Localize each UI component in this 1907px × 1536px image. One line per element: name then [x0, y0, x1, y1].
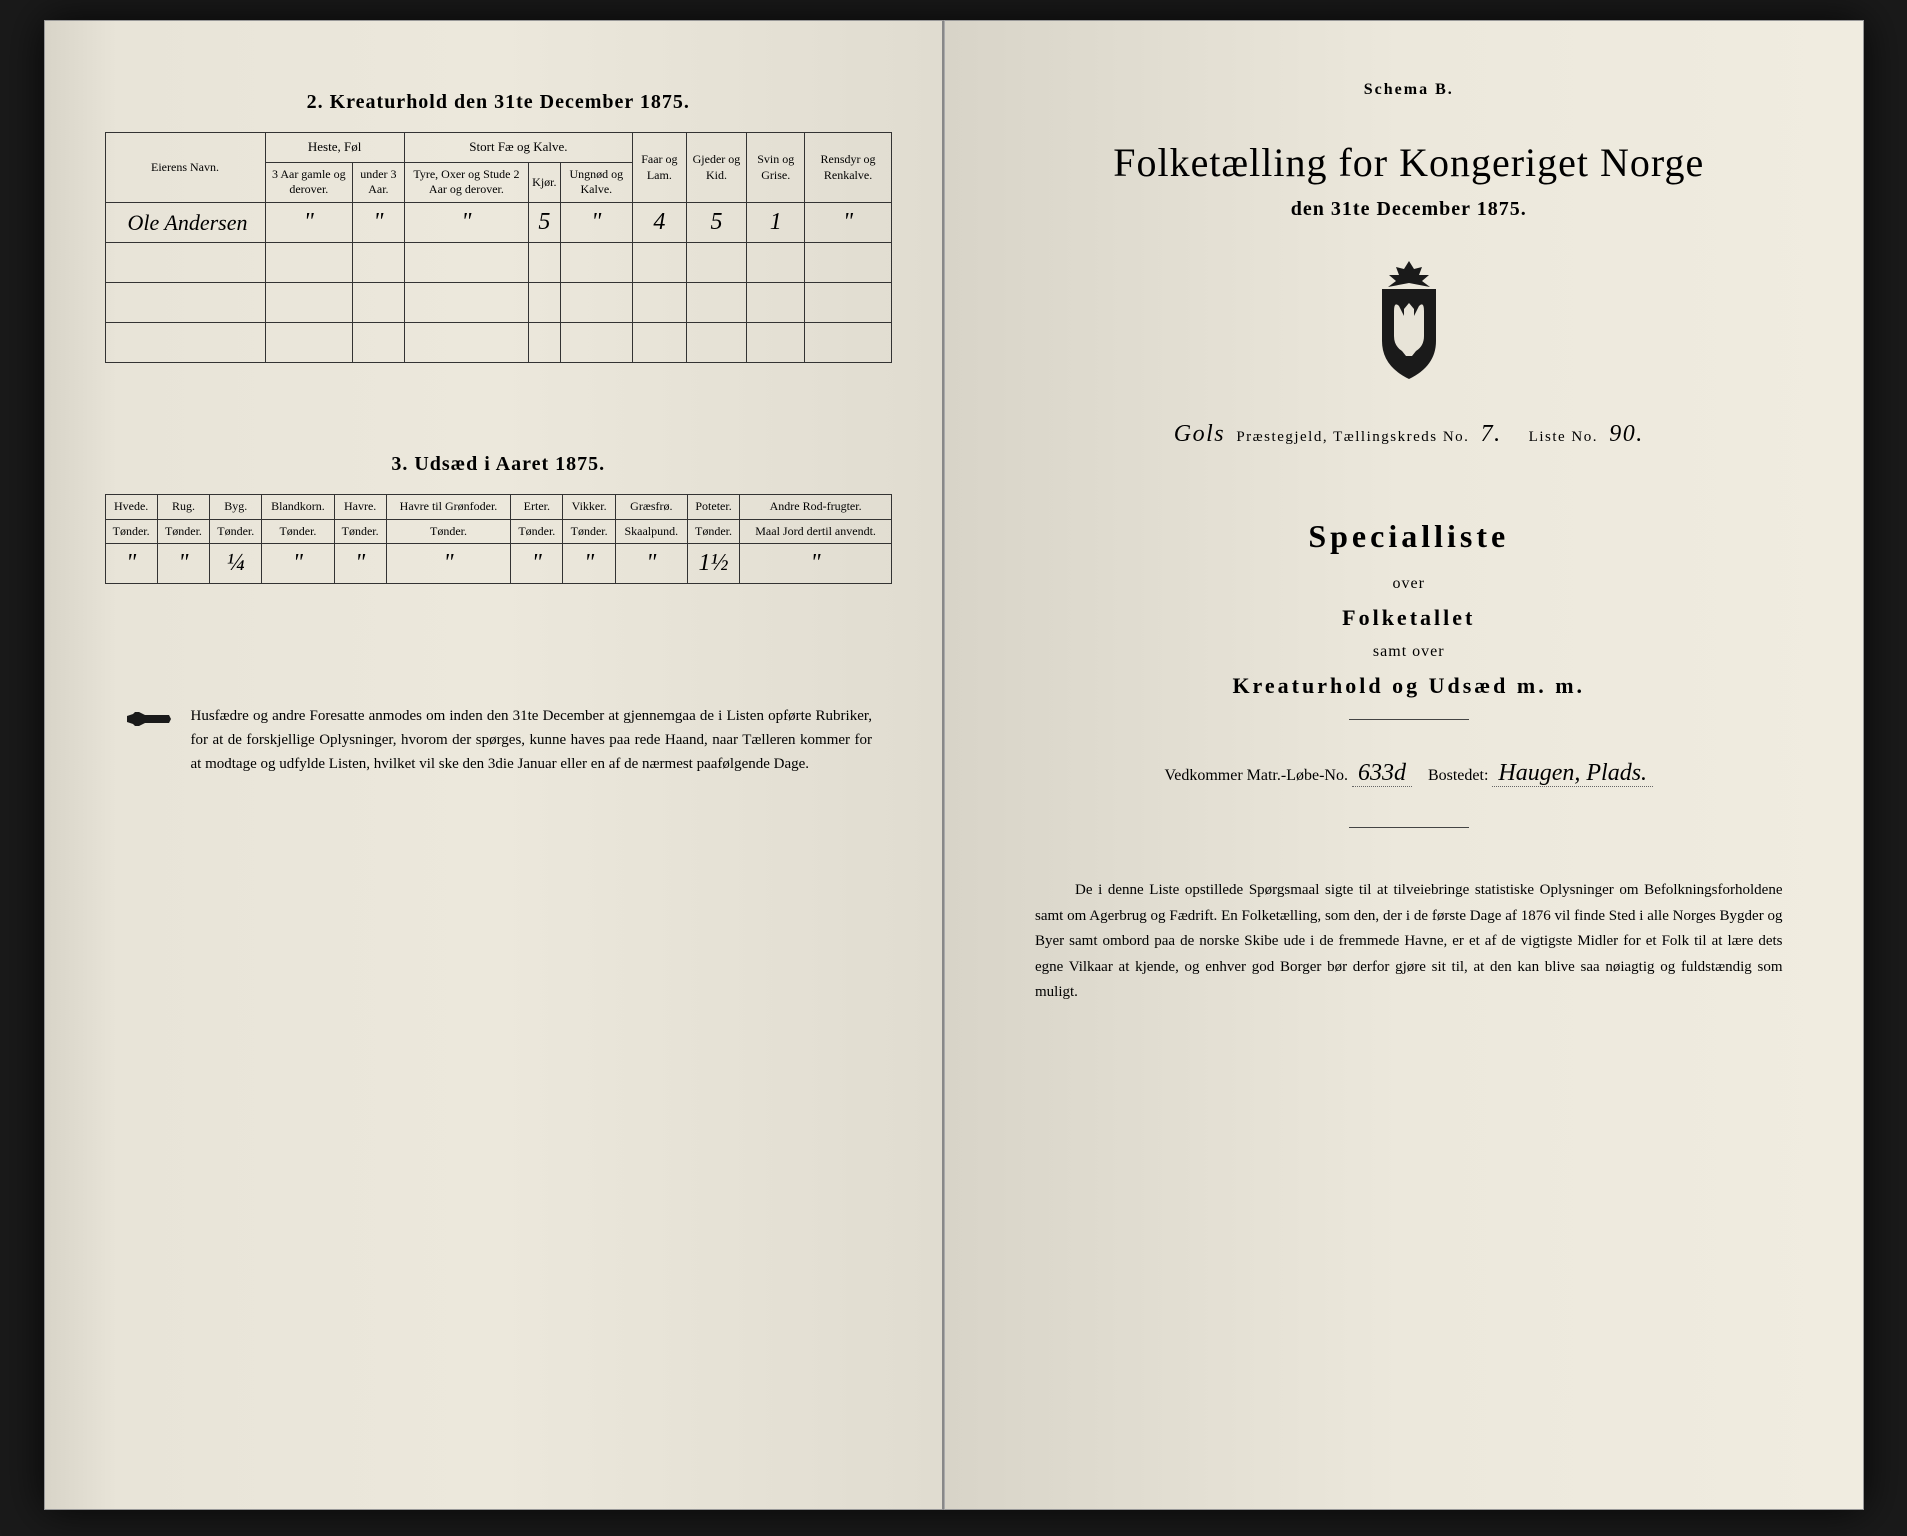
cell: ": [511, 544, 563, 584]
empty-row: [105, 283, 892, 323]
empty-row: [105, 243, 892, 283]
th-sub: Tønder.: [157, 519, 209, 544]
th-sub: Tønder.: [687, 519, 739, 544]
cell: ": [615, 544, 687, 584]
owner-name: Ole Andersen: [105, 203, 265, 243]
th-vikker: Vikker.: [563, 495, 615, 520]
cell: ": [105, 544, 157, 584]
subtitle: den 31te December 1875.: [1015, 198, 1803, 221]
label: Præstegjeld, Tællingskreds No.: [1236, 429, 1469, 445]
cell: ": [265, 203, 353, 243]
cell: ": [157, 544, 209, 584]
cell: ": [262, 544, 334, 584]
th-heste: Heste, Føl: [265, 133, 404, 163]
section3-title: 3. Udsæd i Aaret 1875.: [105, 453, 893, 476]
cell: ¼: [210, 544, 262, 584]
praestegjeld-value: Gols: [1168, 421, 1231, 447]
bottom-paragraph: De i denne Liste opstillede Spørgsmaal s…: [1015, 878, 1803, 1006]
empty-row: [105, 323, 892, 363]
cell: ": [353, 203, 405, 243]
pointing-hand-icon: [125, 708, 171, 730]
section2-title: 2. Kreaturhold den 31te December 1875.: [105, 91, 893, 114]
cell: 1½: [687, 544, 739, 584]
th-bland: Blandkorn.: [262, 495, 334, 520]
bosted-value: Haugen, Plads.: [1492, 760, 1653, 787]
cell: 4: [633, 203, 686, 243]
cell: 5: [529, 203, 560, 243]
th-sub: Tønder.: [334, 519, 386, 544]
th-sub: Tønder.: [105, 519, 157, 544]
th-stort-b: Kjør.: [529, 162, 560, 202]
cell: ": [740, 544, 892, 584]
th-sub: Tønder.: [511, 519, 563, 544]
th-gjeder: Gjeder og Kid.: [686, 133, 747, 203]
footnote: Husfædre og andre Foresatte anmodes om i…: [105, 704, 893, 776]
label: Liste No.: [1529, 429, 1598, 445]
footnote-text: Husfædre og andre Foresatte anmodes om i…: [191, 704, 873, 776]
th-stort-a: Tyre, Oxer og Stude 2 Aar og derover.: [404, 162, 529, 202]
th-sub: Tønder.: [210, 519, 262, 544]
th-andre: Andre Rod-frugter.: [740, 495, 892, 520]
main-title: Folketælling for Kongeriget Norge: [1015, 139, 1803, 186]
district-line: Gols Præstegjeld, Tællingskreds No. 7. L…: [1015, 421, 1803, 448]
coat-of-arms-icon: [1364, 261, 1454, 381]
cell: ": [404, 203, 529, 243]
th-sub: Tønder.: [262, 519, 334, 544]
th-faar: Faar og Lam.: [633, 133, 686, 203]
th-havre: Havre.: [334, 495, 386, 520]
th-sub: Skaalpund.: [615, 519, 687, 544]
th-sub: Tønder.: [386, 519, 510, 544]
kreatur-label: Kreaturhold og Udsæd m. m.: [1015, 673, 1803, 699]
th-svin: Svin og Grise.: [747, 133, 805, 203]
cell: ": [560, 203, 633, 243]
cell: 1: [747, 203, 805, 243]
folketallet-label: Folketallet: [1015, 605, 1803, 631]
cell: 5: [686, 203, 747, 243]
livestock-row: Ole Andersen " " " 5 " 4 5 1 ": [105, 203, 892, 243]
th-sub: Tønder.: [563, 519, 615, 544]
cell: ": [334, 544, 386, 584]
census-book: 2. Kreaturhold den 31te December 1875. E…: [44, 20, 1864, 1510]
th-graes: Græsfrø.: [615, 495, 687, 520]
samt-label: samt over: [1015, 643, 1803, 661]
vedkommer-line: Vedkommer Matr.-Løbe-No. 633d Bostedet: …: [1015, 760, 1803, 787]
label: Bostedet:: [1428, 767, 1488, 784]
divider: [1349, 827, 1469, 828]
th-poteter: Poteter.: [687, 495, 739, 520]
th-stort-c: Ungnød og Kalve.: [560, 162, 633, 202]
th-erter: Erter.: [511, 495, 563, 520]
th-hvede: Hvede.: [105, 495, 157, 520]
th-byg: Byg.: [210, 495, 262, 520]
matr-no: 633d: [1352, 760, 1412, 787]
seed-table: Hvede. Rug. Byg. Blandkorn. Havre. Havre…: [105, 494, 893, 584]
cell: ": [386, 544, 510, 584]
kreds-no: 7.: [1475, 421, 1508, 447]
cell: ": [563, 544, 615, 584]
over-label: over: [1015, 575, 1803, 593]
th-havre-gron: Havre til Grønfoder.: [386, 495, 510, 520]
livestock-table: Eierens Navn. Heste, Føl Stort Fæ og Kal…: [105, 132, 893, 363]
th-heste-a: 3 Aar gamle og derover.: [265, 162, 353, 202]
th-stort: Stort Fæ og Kalve.: [404, 133, 633, 163]
th-rug: Rug.: [157, 495, 209, 520]
seed-row: " " ¼ " " " " " " 1½ ": [105, 544, 892, 584]
divider: [1349, 719, 1469, 720]
th-heste-b: under 3 Aar.: [353, 162, 405, 202]
th-sub: Maal Jord dertil anvendt.: [740, 519, 892, 544]
th-name: Eierens Navn.: [105, 133, 265, 203]
right-page: Schema B. Folketælling for Kongeriget No…: [944, 20, 1864, 1510]
left-page: 2. Kreaturhold den 31te December 1875. E…: [44, 20, 945, 1510]
liste-no: 90.: [1603, 421, 1650, 447]
schema-label: Schema B.: [1015, 81, 1803, 99]
label: Vedkommer Matr.-Løbe-No.: [1164, 767, 1348, 784]
cell: ": [805, 203, 892, 243]
specialliste-title: Specialliste: [1015, 518, 1803, 555]
th-rens: Rensdyr og Renkalve.: [805, 133, 892, 203]
